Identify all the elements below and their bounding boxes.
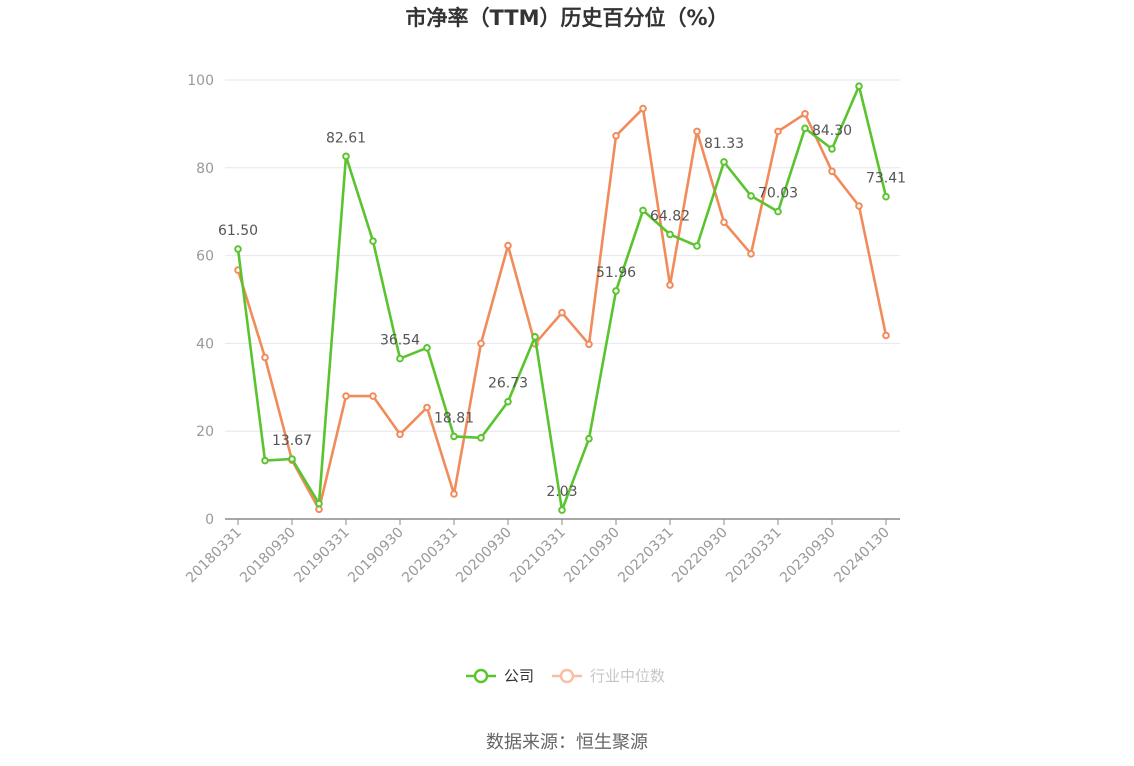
data-label: 36.54 (380, 333, 420, 349)
data-point[interactable] (342, 392, 350, 400)
x-tick-label: 20230331 (723, 525, 785, 587)
x-tick-label: 20190331 (291, 525, 353, 587)
data-label: 81.33 (704, 136, 744, 152)
data-point[interactable] (720, 158, 728, 166)
data-point[interactable] (612, 287, 620, 295)
data-point[interactable] (369, 392, 377, 400)
data-point[interactable] (261, 353, 269, 362)
data-label: 70.03 (758, 186, 798, 202)
legend[interactable]: 公司 行业中位数 (466, 667, 665, 685)
x-tick-label: 20210331 (507, 525, 569, 587)
data-label: 64.82 (650, 208, 690, 224)
data-label: 13.67 (272, 433, 312, 449)
x-axis: 2018033120180930201903312019093020200331… (183, 518, 900, 587)
data-point[interactable] (828, 167, 836, 176)
x-tick-label: 20210930 (561, 525, 623, 587)
data-label: 73.41 (866, 171, 906, 187)
data-label: 84.30 (812, 123, 852, 139)
data-point[interactable] (396, 354, 404, 363)
legend-marker (473, 668, 489, 684)
data-point[interactable] (801, 124, 809, 133)
y-tick-label: 20 (196, 424, 214, 440)
data-point[interactable] (801, 110, 809, 118)
chart-title: 市净率（TTM）历史百分位（%） (405, 6, 728, 30)
legend-label: 公司 (504, 667, 534, 685)
data-point[interactable] (774, 207, 782, 216)
y-tick-label: 80 (196, 161, 214, 177)
data-point[interactable] (477, 339, 485, 348)
data-point[interactable] (396, 430, 404, 439)
data-point[interactable] (693, 127, 701, 136)
data-point[interactable] (342, 152, 350, 161)
data-label: 51.96 (596, 265, 636, 281)
x-tick-label: 20180331 (183, 525, 245, 587)
x-tick-label: 20240130 (831, 525, 893, 587)
data-point[interactable] (477, 433, 485, 442)
x-tick-label: 20200930 (453, 525, 515, 587)
data-point[interactable] (450, 432, 458, 441)
x-tick-label: 20190930 (345, 525, 407, 587)
legend-item-company[interactable]: 公司 (466, 667, 534, 685)
data-point[interactable] (423, 343, 431, 352)
legend-label: 行业中位数 (590, 667, 665, 685)
data-point[interactable] (531, 333, 539, 341)
data-point[interactable] (639, 104, 647, 113)
data-point[interactable] (666, 281, 674, 289)
x-tick-label: 20220331 (615, 525, 677, 587)
data-point[interactable] (234, 245, 242, 253)
data-label: 82.61 (326, 130, 366, 146)
x-tick-label: 20230930 (777, 525, 839, 587)
series-lines (234, 82, 890, 514)
data-point[interactable] (612, 131, 620, 140)
data-point[interactable] (585, 434, 593, 443)
data-point[interactable] (882, 331, 890, 340)
data-point[interactable] (423, 403, 431, 412)
data-point[interactable] (747, 192, 755, 200)
y-tick-label: 40 (196, 336, 214, 352)
data-point[interactable] (855, 82, 863, 90)
data-point[interactable] (747, 250, 755, 258)
y-tick-label: 60 (196, 249, 214, 265)
data-point[interactable] (288, 455, 296, 463)
data-point[interactable] (828, 145, 836, 153)
data-point[interactable] (693, 242, 701, 250)
source-note: 数据来源：恒生聚源 (486, 732, 648, 753)
x-tick-label: 20220930 (669, 525, 731, 587)
data-point[interactable] (855, 202, 863, 210)
y-axis: 0 20 40 60 80 100 (187, 73, 214, 528)
data-point[interactable] (558, 506, 566, 514)
data-point[interactable] (585, 340, 593, 349)
data-point[interactable] (261, 456, 269, 465)
data-label: 26.73 (488, 376, 528, 392)
data-point[interactable] (450, 490, 458, 498)
data-point[interactable] (558, 308, 566, 317)
data-label: 2.03 (546, 484, 577, 500)
legend-marker (559, 668, 575, 684)
data-point[interactable] (504, 397, 512, 406)
x-tick-label: 20180930 (237, 525, 299, 587)
data-point[interactable] (369, 237, 377, 245)
x-tick-label: 20200331 (399, 525, 461, 587)
data-labels: 61.50 13.67 82.61 36.54 18.81 26.73 2.03 51.96 6… (218, 123, 906, 500)
data-point[interactable] (315, 499, 323, 508)
data-point[interactable] (666, 230, 674, 239)
data-label: 18.81 (434, 410, 474, 426)
data-label: 61.50 (218, 223, 258, 239)
data-point[interactable] (639, 206, 647, 215)
data-point[interactable] (504, 241, 512, 250)
data-point[interactable] (774, 127, 782, 136)
y-tick-label: 0 (205, 512, 214, 528)
data-point[interactable] (720, 218, 728, 227)
data-point[interactable] (882, 192, 890, 201)
y-tick-label: 100 (187, 73, 214, 89)
legend-item-industry[interactable]: 行业中位数 (552, 667, 665, 685)
